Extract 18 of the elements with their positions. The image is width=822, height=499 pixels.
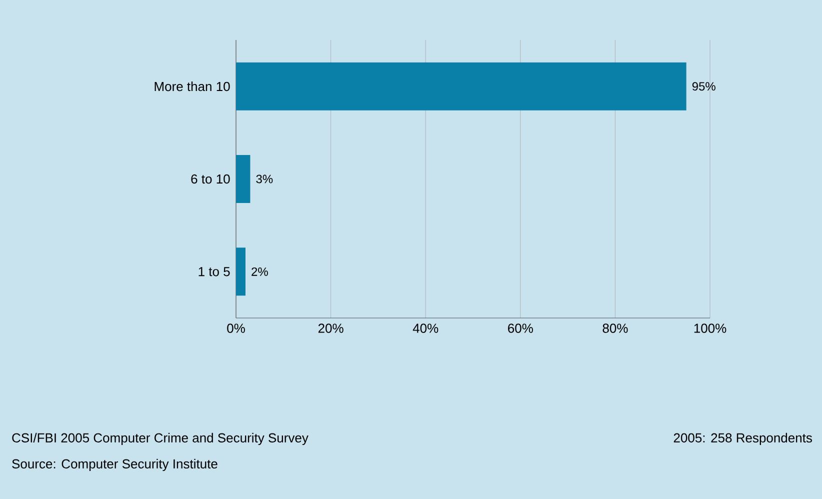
bar	[236, 62, 686, 110]
text: 2005: 258 Respondents	[674, 432, 812, 446]
bar	[236, 248, 246, 296]
y-tick-label: 1 to 5	[198, 267, 230, 276]
y-tick-label: 6 to 10	[191, 174, 230, 184]
data-label: 2%	[252, 267, 268, 276]
bar	[236, 155, 250, 204]
x-tick-label: 100%	[694, 324, 726, 333]
x-tick-label: 20%	[318, 324, 344, 333]
y-tick-label: More than 10	[154, 82, 230, 92]
data-label: 95%	[692, 82, 716, 91]
x-tick-label: 80%	[602, 324, 628, 333]
text: CSI/FBI 2005 Computer Crime and Security Survey	[12, 432, 308, 446]
source-note: Source: Computer Security Institute	[12, 458, 218, 472]
x-tick-label: 40%	[412, 324, 438, 333]
x-tick-label: 0%	[227, 324, 245, 333]
data-label: 3%	[256, 174, 273, 184]
x-tick-label: 60%	[508, 324, 533, 333]
